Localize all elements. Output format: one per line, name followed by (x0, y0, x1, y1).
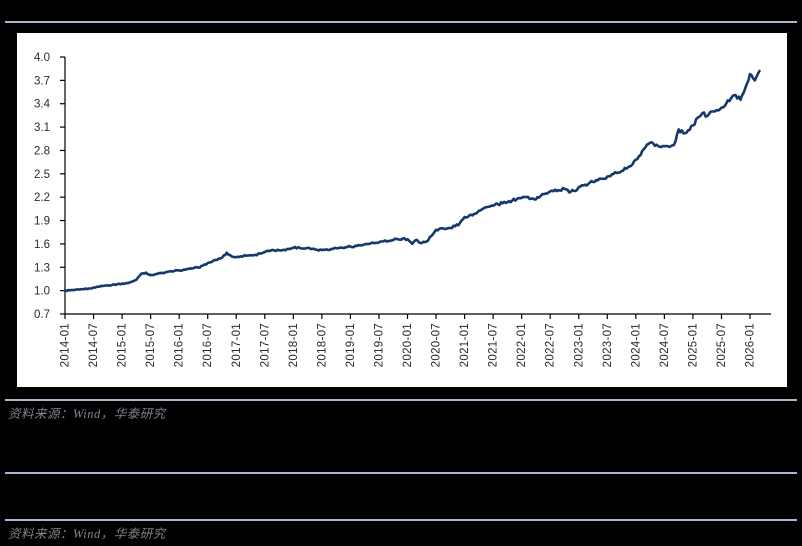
x-axis-label: 2021-01 (459, 323, 471, 367)
y-axis-label: 1.0 (34, 286, 50, 298)
x-axis-label: 2024-07 (659, 323, 671, 367)
x-axis-label: 2022-07 (545, 323, 557, 367)
chart-panel: 0.7 1.0 1.3 1.6 1.9 2.2 2.5 2.8 3.1 3.4 3.7 4.0 2014… (17, 33, 787, 387)
y-axis-label: 3.7 (34, 75, 50, 87)
x-axis-label: 2017-07 (259, 323, 271, 367)
y-axis-label: 2.2 (34, 192, 50, 204)
x-axis-label: 2016-07 (202, 323, 214, 367)
divider-figure2-bottom (5, 519, 797, 521)
x-axis-label: 2019-01 (345, 323, 357, 367)
x-axis-label: 2021-07 (488, 323, 500, 367)
y-axis-label: 2.5 (34, 169, 50, 181)
y-axis-label: 3.1 (34, 122, 50, 134)
y-axis-label: 1.6 (34, 239, 50, 251)
x-axis-label: 2014-07 (88, 323, 100, 367)
x-axis-label: 2025-01 (687, 323, 699, 367)
y-axis-label: 0.7 (34, 309, 50, 321)
x-axis-label: 2020-07 (431, 323, 443, 367)
x-axis-label: 2022-01 (516, 323, 528, 367)
y-axis-label: 3.4 (34, 99, 51, 111)
y-axis-label: 4.0 (34, 52, 50, 64)
x-axis-label: 2020-01 (402, 323, 414, 367)
x-axis-label: 2024-01 (630, 323, 642, 367)
divider-top (5, 21, 797, 23)
data-line (63, 69, 761, 293)
x-axis-label: 2025-07 (716, 323, 728, 367)
x-axis-label: 2016-01 (174, 323, 186, 367)
divider-below-chart (5, 399, 797, 401)
source-note-1: 资料来源：Wind，华泰研究 (8, 407, 166, 421)
y-axis-label: 1.3 (34, 262, 50, 274)
x-axis-label: 2018-01 (288, 323, 300, 367)
x-axis-label: 2018-07 (316, 323, 328, 367)
line-chart: 0.7 1.0 1.3 1.6 1.9 2.2 2.5 2.8 3.1 3.4 3.7 4.0 2014… (34, 52, 771, 367)
y-axis-label: 2.8 (34, 145, 50, 157)
x-axis-label: 2019-07 (373, 323, 385, 367)
x-axis-label: 2026-01 (745, 323, 757, 367)
x-axis-label: 2017-01 (231, 323, 243, 367)
x-axis-label: 2023-01 (573, 323, 585, 367)
x-axis-label: 2015-01 (117, 323, 129, 367)
source-note-2: 资料来源：Wind，华泰研究 (8, 527, 166, 541)
y-axis-label: 1.9 (34, 216, 50, 228)
x-axis-label: 2023-07 (602, 323, 614, 367)
divider-figure2-top (5, 472, 797, 474)
x-axis-label: 2014-01 (60, 323, 72, 367)
x-axis-label: 2015-07 (145, 323, 157, 367)
